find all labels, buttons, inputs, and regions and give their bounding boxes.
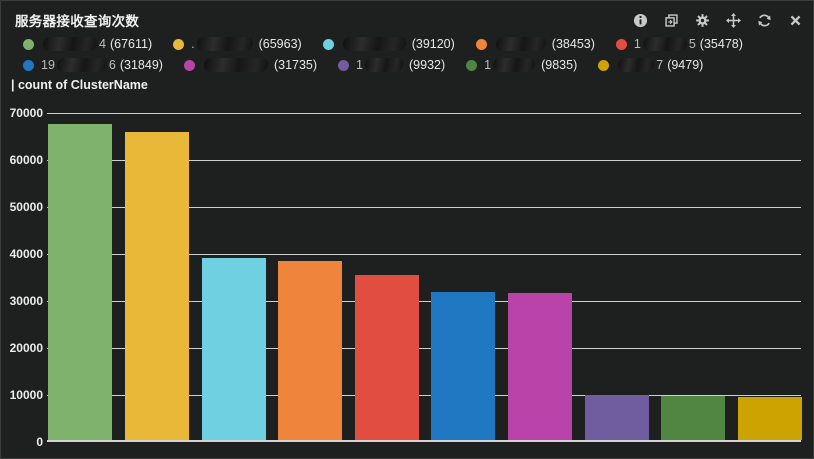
- legend-color-dot: [23, 38, 34, 50]
- legend-count: (65963): [258, 37, 302, 51]
- legend-color-dot: [598, 59, 610, 71]
- redacted-label: [618, 58, 655, 72]
- move-icon[interactable]: [725, 12, 741, 28]
- legend-label-fragment: .: [191, 37, 195, 51]
- panel-toolbar: [632, 10, 803, 28]
- gridline: [47, 160, 801, 161]
- y-axis-tick-label: 50000: [9, 200, 43, 214]
- y-axis-tick-label: 60000: [9, 153, 43, 167]
- legend-label-fragment: 5: [688, 37, 696, 51]
- legend-item[interactable]: 1 5 (35478): [615, 37, 743, 51]
- legend-item[interactable]: 1 (9932): [338, 58, 445, 72]
- legend-label-fragment: 19: [41, 58, 55, 72]
- gear-icon[interactable]: [694, 12, 710, 28]
- bar[interactable]: [507, 292, 572, 440]
- legend-label-fragment: 6: [108, 58, 116, 72]
- legend-count: (39120): [411, 37, 455, 51]
- legend-count: (9932): [409, 58, 446, 72]
- bar[interactable]: [278, 261, 343, 440]
- y-axis-tick-label: 40000: [9, 247, 43, 261]
- redacted-label: [365, 58, 403, 72]
- panel-header: 服务器接收查询次数: [1, 1, 813, 30]
- x-axis-line: [47, 440, 801, 442]
- legend-row: 19 6 (31849) (31735) 1 (9932) 1 (9835) 7 (9479): [23, 58, 805, 72]
- legend-item[interactable]: (39120): [322, 37, 455, 51]
- legend-color-dot: [615, 38, 627, 50]
- legend-count: (31735): [273, 58, 318, 72]
- info-icon[interactable]: [632, 12, 648, 28]
- bar[interactable]: [354, 275, 419, 440]
- y-axis: 0 10000 20000 30000 40000 50000 60000 70000: [1, 106, 45, 449]
- legend-label-fragment: 1: [484, 58, 492, 72]
- legend-color-dot: [338, 59, 350, 71]
- legend-color-dot: [466, 59, 478, 71]
- legend-item[interactable]: 1 (9835): [466, 58, 577, 72]
- legend-count: (9835): [541, 58, 578, 72]
- legend-label-fragment: 4: [99, 37, 106, 51]
- y-axis-tick-label: 10000: [9, 388, 43, 402]
- legend-row: 4 (67611). (65963) (39120) (38453) 1 5 (35478): [23, 37, 805, 51]
- gridline: [47, 207, 801, 208]
- redacted-label: [642, 37, 687, 51]
- gridline: [47, 348, 801, 349]
- bar[interactable]: [201, 258, 266, 440]
- close-icon[interactable]: [787, 12, 803, 28]
- redacted-label: [493, 58, 536, 72]
- y-axis-tick-label: 30000: [9, 294, 43, 308]
- legend-color-dot: [475, 38, 487, 50]
- y-axis-tick-label: 70000: [9, 106, 43, 120]
- legend-color-dot: [173, 38, 185, 50]
- gridline: [47, 301, 801, 302]
- y-axis-tick-label: 20000: [9, 341, 43, 355]
- legend-label-fragment: 1: [356, 58, 363, 72]
- bar[interactable]: [431, 292, 496, 440]
- bar[interactable]: [661, 395, 726, 440]
- clone-icon[interactable]: [663, 12, 679, 28]
- legend-label-fragment: 1: [633, 37, 641, 51]
- bar[interactable]: [124, 131, 189, 440]
- legend-item[interactable]: 7 (9479): [598, 58, 703, 72]
- legend-item[interactable]: . (65963): [173, 37, 302, 51]
- legend-color-dot: [322, 38, 334, 50]
- gridline: [47, 395, 801, 396]
- legend-color-dot: [23, 59, 34, 71]
- gridline: [47, 254, 801, 255]
- redacted-label: [495, 37, 546, 51]
- panel-title: 服务器接收查询次数: [15, 14, 140, 29]
- legend-item[interactable]: (31735): [183, 58, 318, 72]
- legend-count: (9479): [667, 58, 704, 72]
- legend-item[interactable]: 19 6 (31849): [23, 58, 163, 72]
- bar[interactable]: [737, 397, 802, 440]
- legend-item[interactable]: (38453): [475, 37, 595, 51]
- legend-count: (35478): [699, 37, 743, 51]
- redacted-label: [56, 58, 107, 72]
- redacted-label: [196, 37, 253, 51]
- legend-count: (31849): [119, 58, 163, 72]
- legend-item[interactable]: 4 (67611): [23, 37, 152, 51]
- axis-caption: | count of ClusterName: [11, 78, 148, 92]
- refresh-icon[interactable]: [756, 12, 772, 28]
- legend-color-dot: [183, 59, 195, 71]
- bar[interactable]: [584, 395, 649, 440]
- bar[interactable]: [48, 124, 113, 440]
- redacted-label: [203, 58, 268, 72]
- legend-count: (38453): [551, 37, 595, 51]
- gridline: [47, 113, 801, 114]
- plot-area: [47, 113, 802, 442]
- legend-count: (67611): [109, 37, 153, 51]
- legend-label-fragment: 7: [656, 58, 664, 72]
- y-axis-tick-label: 0: [36, 435, 43, 449]
- redacted-label: [342, 37, 406, 51]
- redacted-label: [43, 37, 97, 51]
- legend: 4 (67611). (65963) (39120) (38453) 1 5 (35478) 1…: [1, 30, 813, 72]
